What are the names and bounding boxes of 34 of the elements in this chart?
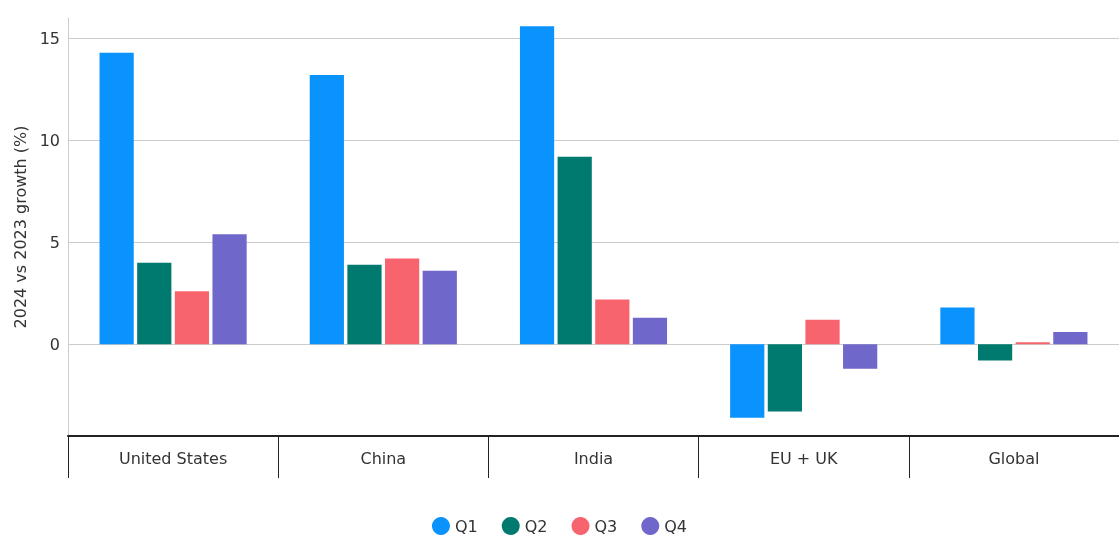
bar: [595, 299, 630, 345]
y-tick-label: 10: [39, 130, 60, 150]
y-axis-title: 2024 vs 2023 growth (%): [11, 125, 31, 329]
bar: [767, 344, 802, 412]
x-tick-label: Global: [988, 448, 1040, 468]
bar: [137, 262, 172, 345]
bar: [422, 270, 457, 345]
legend-label: Q1: [454, 516, 478, 536]
bar: [99, 52, 134, 345]
legend-label: Q4: [664, 516, 688, 536]
bar: [309, 75, 344, 345]
y-tick-label: 0: [49, 334, 60, 354]
y-tick-label: 5: [49, 232, 60, 252]
bar: [519, 26, 555, 345]
bar: [805, 319, 840, 345]
x-tick-label: China: [360, 448, 407, 468]
legend-label: Q3: [594, 516, 618, 536]
bar: [1015, 342, 1050, 345]
bar: [174, 291, 210, 345]
bar: [557, 156, 592, 345]
bar: [977, 344, 1013, 361]
bar: [632, 317, 668, 345]
bar: [385, 258, 420, 345]
x-tick-label: United States: [118, 448, 228, 468]
bar: [347, 264, 382, 345]
bar: [940, 307, 975, 345]
x-tick-label: India: [573, 448, 614, 468]
bar: [843, 344, 878, 369]
bar: [730, 344, 765, 418]
bar: [1053, 332, 1088, 345]
legend-label: Q2: [524, 516, 548, 536]
bar: [212, 234, 247, 345]
y-tick-label: 15: [39, 28, 60, 48]
x-tick-label: EU + UK: [769, 448, 838, 468]
